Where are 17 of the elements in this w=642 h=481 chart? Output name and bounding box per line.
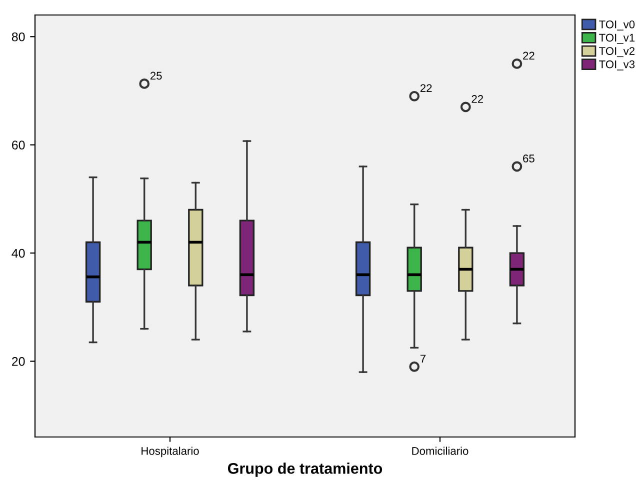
x-tick-label: Domiciliario [412,446,468,455]
y-tick-label: 80 [12,32,25,42]
annotation: 22 [523,52,534,60]
y-tick-label: 40 [12,248,25,258]
x-tick-label: Hospitalario [142,446,199,458]
x-axis-title: Grupo de tratamiento [228,462,382,477]
annotation: 65 [523,154,534,162]
y-tick-label: 60 [12,140,25,150]
legend-label: TOI_v0 [599,20,635,30]
legend-label: TOI_v3 [599,60,635,70]
legend-label: TOI_v2 [599,47,634,58]
y-tick-label: 20 [12,357,25,366]
annotation: 7 [420,354,426,362]
annotation: 22 [420,84,432,92]
annotation: 25 [150,72,162,80]
annotation: 22 [472,95,484,103]
legend-label: TOI_v1 [599,34,635,44]
